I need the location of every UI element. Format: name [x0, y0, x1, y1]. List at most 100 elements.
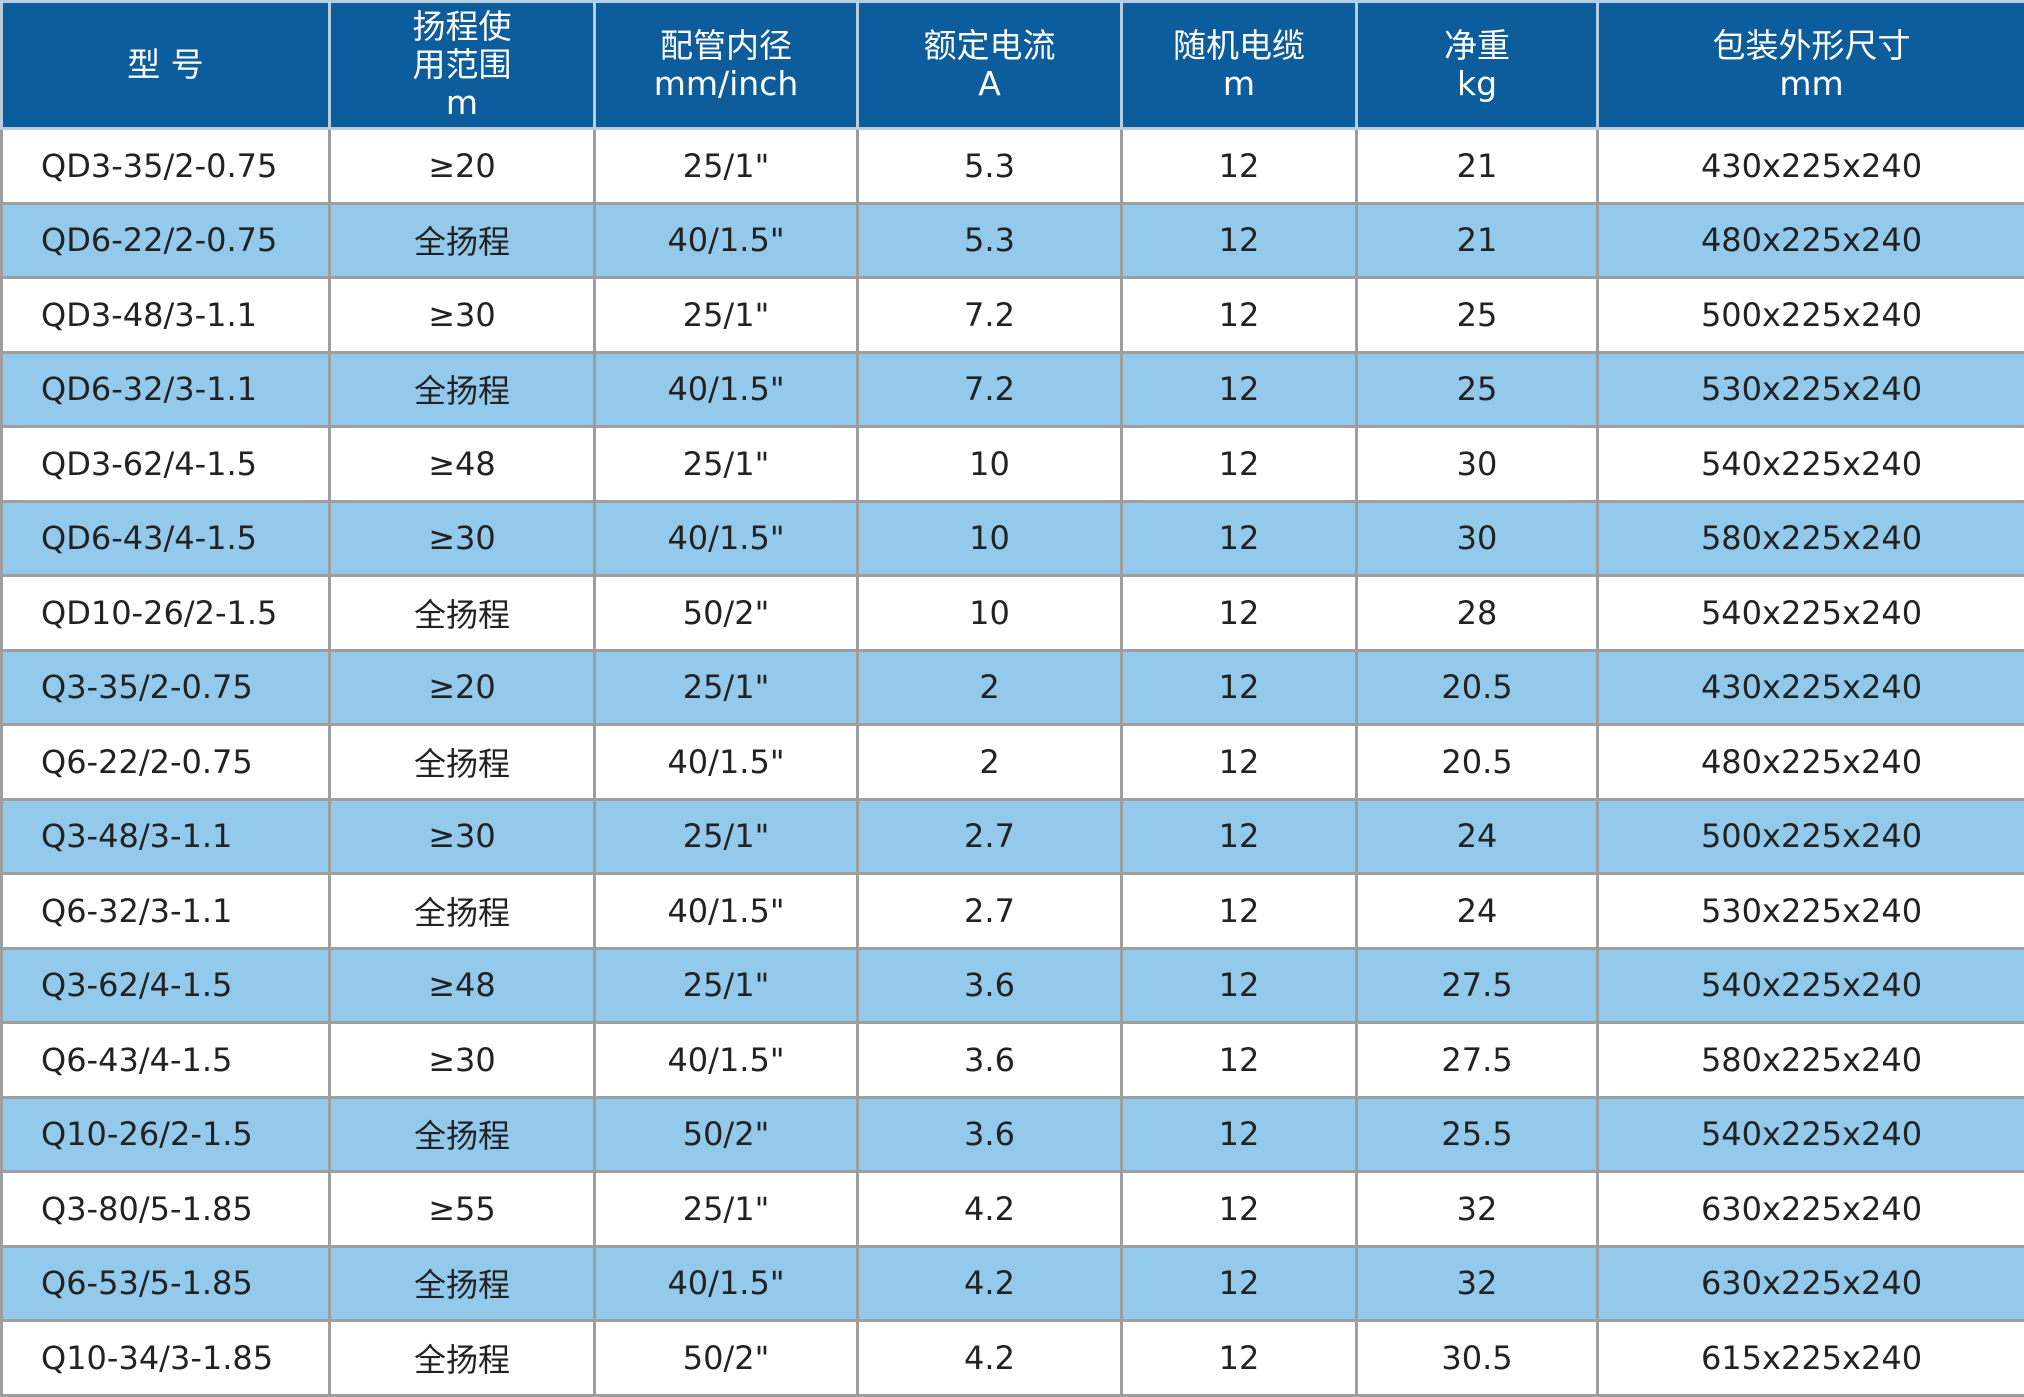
cell-rated-current: 3.6: [858, 1097, 1122, 1172]
cell-pipe-diameter: 25/1": [595, 427, 858, 502]
cell-cable-length: 12: [1122, 427, 1357, 502]
cell-rated-current: 5.3: [858, 203, 1122, 278]
cell-net-weight: 30: [1357, 501, 1598, 576]
header-line: m: [337, 84, 587, 122]
header-model: 型 号: [2, 2, 330, 129]
cell-package-size: 480x225x240: [1598, 203, 2024, 278]
cell-model: QD3-48/3-1.1: [2, 278, 330, 353]
cell-pipe-diameter: 40/1.5": [595, 203, 858, 278]
cell-pipe-diameter: 40/1.5": [595, 1023, 858, 1098]
cell-net-weight: 20.5: [1357, 650, 1598, 725]
cell-net-weight: 27.5: [1357, 1023, 1598, 1098]
cell-pipe-diameter: 25/1": [595, 129, 858, 204]
cell-net-weight: 30.5: [1357, 1321, 1598, 1396]
cell-cable-length: 12: [1122, 1246, 1357, 1321]
cell-net-weight: 25: [1357, 352, 1598, 427]
cell-pipe-diameter: 25/1": [595, 948, 858, 1023]
cell-package-size: 540x225x240: [1598, 1097, 2024, 1172]
cell-cable-length: 12: [1122, 725, 1357, 800]
header-line: 额定电流: [865, 27, 1114, 65]
cell-net-weight: 25.5: [1357, 1097, 1598, 1172]
cell-package-size: 630x225x240: [1598, 1246, 2024, 1321]
cell-head-range: ≥55: [330, 1172, 595, 1247]
cell-package-size: 580x225x240: [1598, 1023, 2024, 1098]
cell-cable-length: 12: [1122, 203, 1357, 278]
cell-head-range: 全扬程: [330, 576, 595, 651]
cell-rated-current: 2: [858, 725, 1122, 800]
cell-package-size: 615x225x240: [1598, 1321, 2024, 1396]
cell-cable-length: 12: [1122, 501, 1357, 576]
cell-model: Q10-34/3-1.85: [2, 1321, 330, 1396]
cell-model: Q6-43/4-1.5: [2, 1023, 330, 1098]
cell-cable-length: 12: [1122, 1097, 1357, 1172]
cell-model: Q6-22/2-0.75: [2, 725, 330, 800]
cell-cable-length: 12: [1122, 1023, 1357, 1098]
cell-package-size: 530x225x240: [1598, 352, 2024, 427]
cell-head-range: 全扬程: [330, 1321, 595, 1396]
cell-pipe-diameter: 50/2": [595, 1097, 858, 1172]
cell-net-weight: 32: [1357, 1246, 1598, 1321]
cell-head-range: ≥20: [330, 650, 595, 725]
cell-pipe-diameter: 40/1.5": [595, 725, 858, 800]
cell-cable-length: 12: [1122, 278, 1357, 353]
header-line: 型 号: [9, 46, 322, 84]
cell-rated-current: 10: [858, 501, 1122, 576]
cell-net-weight: 21: [1357, 129, 1598, 204]
cell-head-range: 全扬程: [330, 725, 595, 800]
cell-rated-current: 10: [858, 427, 1122, 502]
cell-package-size: 630x225x240: [1598, 1172, 2024, 1247]
cell-head-range: ≥48: [330, 948, 595, 1023]
cell-model: QD3-62/4-1.5: [2, 427, 330, 502]
cell-model: Q6-32/3-1.1: [2, 874, 330, 949]
cell-pipe-diameter: 50/2": [595, 1321, 858, 1396]
cell-head-range: ≥30: [330, 799, 595, 874]
cell-head-range: ≥30: [330, 278, 595, 353]
cell-pipe-diameter: 40/1.5": [595, 501, 858, 576]
cell-cable-length: 12: [1122, 874, 1357, 949]
cell-net-weight: 21: [1357, 203, 1598, 278]
cell-head-range: ≥48: [330, 427, 595, 502]
cell-cable-length: 12: [1122, 948, 1357, 1023]
cell-cable-length: 12: [1122, 576, 1357, 651]
cell-package-size: 430x225x240: [1598, 129, 2024, 204]
cell-pipe-diameter: 50/2": [595, 576, 858, 651]
header-line: 扬程使: [337, 8, 587, 46]
cell-rated-current: 5.3: [858, 129, 1122, 204]
header-line: 配管内径: [602, 27, 850, 65]
cell-model: Q10-26/2-1.5: [2, 1097, 330, 1172]
cell-model: Q3-35/2-0.75: [2, 650, 330, 725]
cell-net-weight: 32: [1357, 1172, 1598, 1247]
cell-rated-current: 3.6: [858, 1023, 1122, 1098]
cell-pipe-diameter: 25/1": [595, 799, 858, 874]
cell-net-weight: 27.5: [1357, 948, 1598, 1023]
cell-package-size: 580x225x240: [1598, 501, 2024, 576]
header-line: mm: [1605, 65, 2018, 103]
cell-rated-current: 7.2: [858, 278, 1122, 353]
cell-head-range: 全扬程: [330, 352, 595, 427]
cell-rated-current: 2.7: [858, 874, 1122, 949]
cell-model: Q3-62/4-1.5: [2, 948, 330, 1023]
cell-net-weight: 24: [1357, 874, 1598, 949]
header-line: m: [1129, 65, 1349, 103]
cell-net-weight: 24: [1357, 799, 1598, 874]
cell-model: QD3-35/2-0.75: [2, 129, 330, 204]
cell-head-range: 全扬程: [330, 203, 595, 278]
cell-head-range: 全扬程: [330, 1246, 595, 1321]
cell-rated-current: 4.2: [858, 1172, 1122, 1247]
